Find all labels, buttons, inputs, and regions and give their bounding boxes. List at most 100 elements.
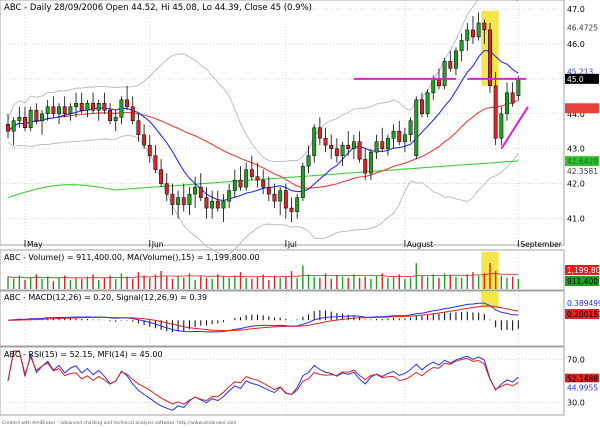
price-tick-label: 42.0	[567, 180, 585, 189]
candle-body	[108, 110, 113, 122]
value-label-bg	[565, 22, 599, 33]
candle-body	[374, 141, 379, 153]
candle-body	[402, 134, 407, 142]
signal-value: 0.200153	[567, 310, 600, 319]
candle-body	[419, 99, 424, 115]
x-axis: May Jun Jul August September	[24, 240, 563, 249]
rsi-header: ABC - RSI(15) = 52.15, MFI(14) = 45.00	[4, 350, 163, 359]
macd-panel-bg	[0, 290, 565, 347]
month-label: September	[520, 240, 562, 249]
candle-body	[119, 99, 124, 118]
candle-body	[391, 130, 396, 139]
mfi-value: 44.9955	[567, 383, 598, 392]
candle-body	[346, 144, 351, 149]
candle-body	[125, 99, 130, 108]
candle-body	[289, 207, 294, 212]
volume-panel-bg	[0, 249, 565, 291]
candle-body	[317, 127, 322, 139]
candle-body	[102, 103, 107, 111]
candle-body	[170, 193, 175, 205]
candle-body	[198, 186, 203, 198]
mfi-line	[7, 350, 519, 405]
value-label-bg	[565, 156, 599, 167]
candle-body	[499, 113, 504, 139]
candle-body	[62, 106, 67, 115]
candle-body	[17, 117, 22, 122]
candle-body	[493, 85, 498, 139]
volume-ma-line	[7, 272, 519, 279]
candle-body	[397, 130, 402, 142]
candle-body	[96, 103, 101, 111]
candle-body	[340, 144, 345, 156]
candle-body	[431, 78, 436, 94]
macd-value: 0.389499	[567, 299, 600, 308]
price-axis: 47.0 46.0 45.0 44.0 43.0 42.0 41.0 46.4725 45.21…	[565, 5, 599, 224]
mfi-label-bg	[565, 382, 599, 393]
candle-body	[516, 78, 521, 96]
candle-body	[283, 190, 288, 209]
candle-body	[34, 110, 39, 122]
candle-body	[232, 179, 237, 191]
candle-body	[442, 61, 447, 87]
signal-line	[7, 305, 519, 332]
candle-body	[238, 179, 243, 188]
value-label: 46.4725	[567, 23, 598, 32]
uptrend-line	[500, 106, 529, 150]
candle-body	[408, 120, 413, 135]
month-label: Jul	[287, 240, 297, 249]
candle-body	[113, 117, 118, 122]
candle-body	[368, 151, 373, 174]
month-label: Jun	[151, 240, 164, 249]
candle-body	[193, 186, 198, 195]
price-grid	[0, 0, 564, 415]
candle-body	[68, 106, 73, 115]
rsi-value: 52.1488	[567, 375, 598, 384]
candle-body	[363, 158, 368, 174]
candle-body	[448, 61, 453, 69]
candle-body	[40, 113, 44, 122]
value-label: 44.1567	[567, 104, 598, 113]
candle-body	[51, 106, 56, 115]
candle-body	[261, 179, 266, 188]
volume-ma-value: 1,199,800	[567, 266, 600, 275]
candle-body	[380, 141, 385, 149]
rsi-tick-label: 30.0	[567, 398, 585, 407]
candle-body	[272, 193, 277, 202]
value-label: 42.6429	[567, 157, 598, 166]
candle-body	[510, 92, 515, 104]
value-label-bg	[565, 66, 599, 77]
candle-body	[300, 165, 305, 198]
candle-body	[278, 190, 283, 202]
candle-body	[227, 190, 232, 202]
candle-body	[425, 92, 430, 115]
lower-band	[7, 134, 519, 256]
price-tick-label: 47.0	[567, 5, 585, 14]
candle-body	[459, 40, 464, 52]
candle-body	[329, 144, 334, 149]
candle-body	[312, 127, 317, 156]
candle-body	[465, 29, 470, 41]
candle-body	[187, 193, 192, 205]
candles	[6, 12, 521, 223]
candle-body	[11, 120, 16, 132]
candle-body	[130, 106, 135, 122]
rsi-label-bg	[565, 373, 599, 384]
value-label-bg	[565, 103, 599, 114]
candle-body	[334, 148, 339, 156]
candle-body	[74, 103, 78, 108]
candle-body	[266, 186, 271, 195]
candle-body	[306, 155, 311, 167]
candle-body	[295, 197, 300, 212]
price-tick-label: 41.0	[567, 215, 585, 224]
candle-body	[85, 103, 90, 111]
month-label: May	[27, 240, 43, 249]
candle-body	[136, 120, 141, 135]
candle-body	[147, 144, 152, 156]
price-tick-label: 46.0	[567, 40, 585, 49]
candle-body	[45, 106, 50, 115]
candle-body	[471, 29, 475, 38]
footer-credit: Created with AmiBroker - advanced charti…	[2, 420, 236, 426]
candle-body	[204, 197, 209, 209]
candle-body	[181, 197, 186, 205]
